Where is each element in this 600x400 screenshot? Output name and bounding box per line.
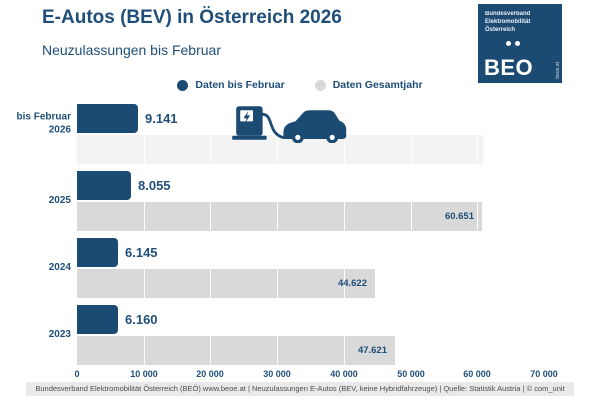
y-axis-labels: bis Februar 2026 2025 2024 2023: [0, 100, 71, 365]
logo-dot: [515, 41, 520, 46]
bar-gesamtjahr-value: 60.651: [444, 211, 474, 222]
bar-feb-value: 9.141: [145, 111, 178, 126]
bar-feb: [77, 104, 138, 133]
logo-acronym: BEO: [484, 55, 534, 80]
plot-area: 0 10 000 20 000 30 000 40 000 50 000 60 000 70 …: [74, 100, 561, 379]
logo-org-name: Bundesverband Elektromobilität Österreic…: [485, 11, 531, 34]
logo-website: beoe.at: [555, 62, 561, 79]
legend-dot-feb: [177, 79, 189, 91]
x-tick-label: 10 000: [130, 369, 158, 379]
page-title: E-Autos (BEV) in Österreich 2026: [42, 7, 342, 28]
x-tick-label: 70 000: [530, 369, 558, 379]
bar-gesamtjahr-value: 47.621: [357, 345, 387, 356]
beo-logo: Bundesverband Elektromobilität Österreic…: [478, 4, 562, 83]
ev-charging-car-icon: [232, 106, 347, 143]
source-footer-text: Bundesverband Elektromobilität Österreic…: [26, 381, 574, 396]
logo-umlaut-dots: [506, 41, 520, 46]
x-tick-label: 20 000: [196, 369, 224, 379]
legend-dot-gesamtjahr: [314, 79, 326, 91]
bar-feb: [77, 238, 118, 267]
gridline-overlay: [144, 100, 145, 365]
gridline-overlay: [477, 100, 478, 365]
chart-legend: Daten bis Februar Daten Gesamtjahr: [0, 79, 600, 91]
logo-dot: [506, 41, 511, 46]
source-footer: Bundesverband Elektromobilität Österreic…: [0, 378, 600, 396]
category-label: 2025: [48, 194, 71, 206]
x-tick-label: 60 000: [463, 369, 491, 379]
gridline-overlay: [411, 100, 412, 365]
legend-label: Daten bis Februar: [195, 79, 285, 91]
x-tick-label: 0: [74, 369, 80, 379]
x-tick-label: 40 000: [330, 369, 358, 379]
bar-feb: [77, 171, 131, 200]
gridline-overlay: [210, 100, 211, 365]
gridline-overlay: [544, 100, 545, 365]
legend-item-gesamtjahr: Daten Gesamtjahr: [314, 79, 423, 91]
category-label: bis Februar 2026: [16, 111, 71, 136]
x-tick-label: 50 000: [397, 369, 425, 379]
gridline-overlay: [344, 100, 345, 365]
bar-gesamtjahr: [77, 336, 395, 365]
gridline-overlay: [277, 100, 278, 365]
bar-gesamtjahr: [77, 269, 375, 298]
bar-feb-value: 6.160: [125, 312, 158, 327]
bar-feb: [77, 305, 118, 334]
bar-feb-value: 6.145: [125, 245, 158, 260]
legend-item-feb: Daten bis Februar: [177, 79, 285, 91]
page-subtitle: Neuzulassungen bis Februar: [42, 42, 221, 58]
category-label: 2024: [48, 261, 71, 273]
category-label: 2023: [48, 328, 71, 340]
bar-gesamtjahr-value: 44.622: [337, 278, 367, 289]
bar-feb-value: 8.055: [138, 178, 171, 193]
legend-label: Daten Gesamtjahr: [332, 79, 423, 91]
x-tick-label: 30 000: [263, 369, 291, 379]
